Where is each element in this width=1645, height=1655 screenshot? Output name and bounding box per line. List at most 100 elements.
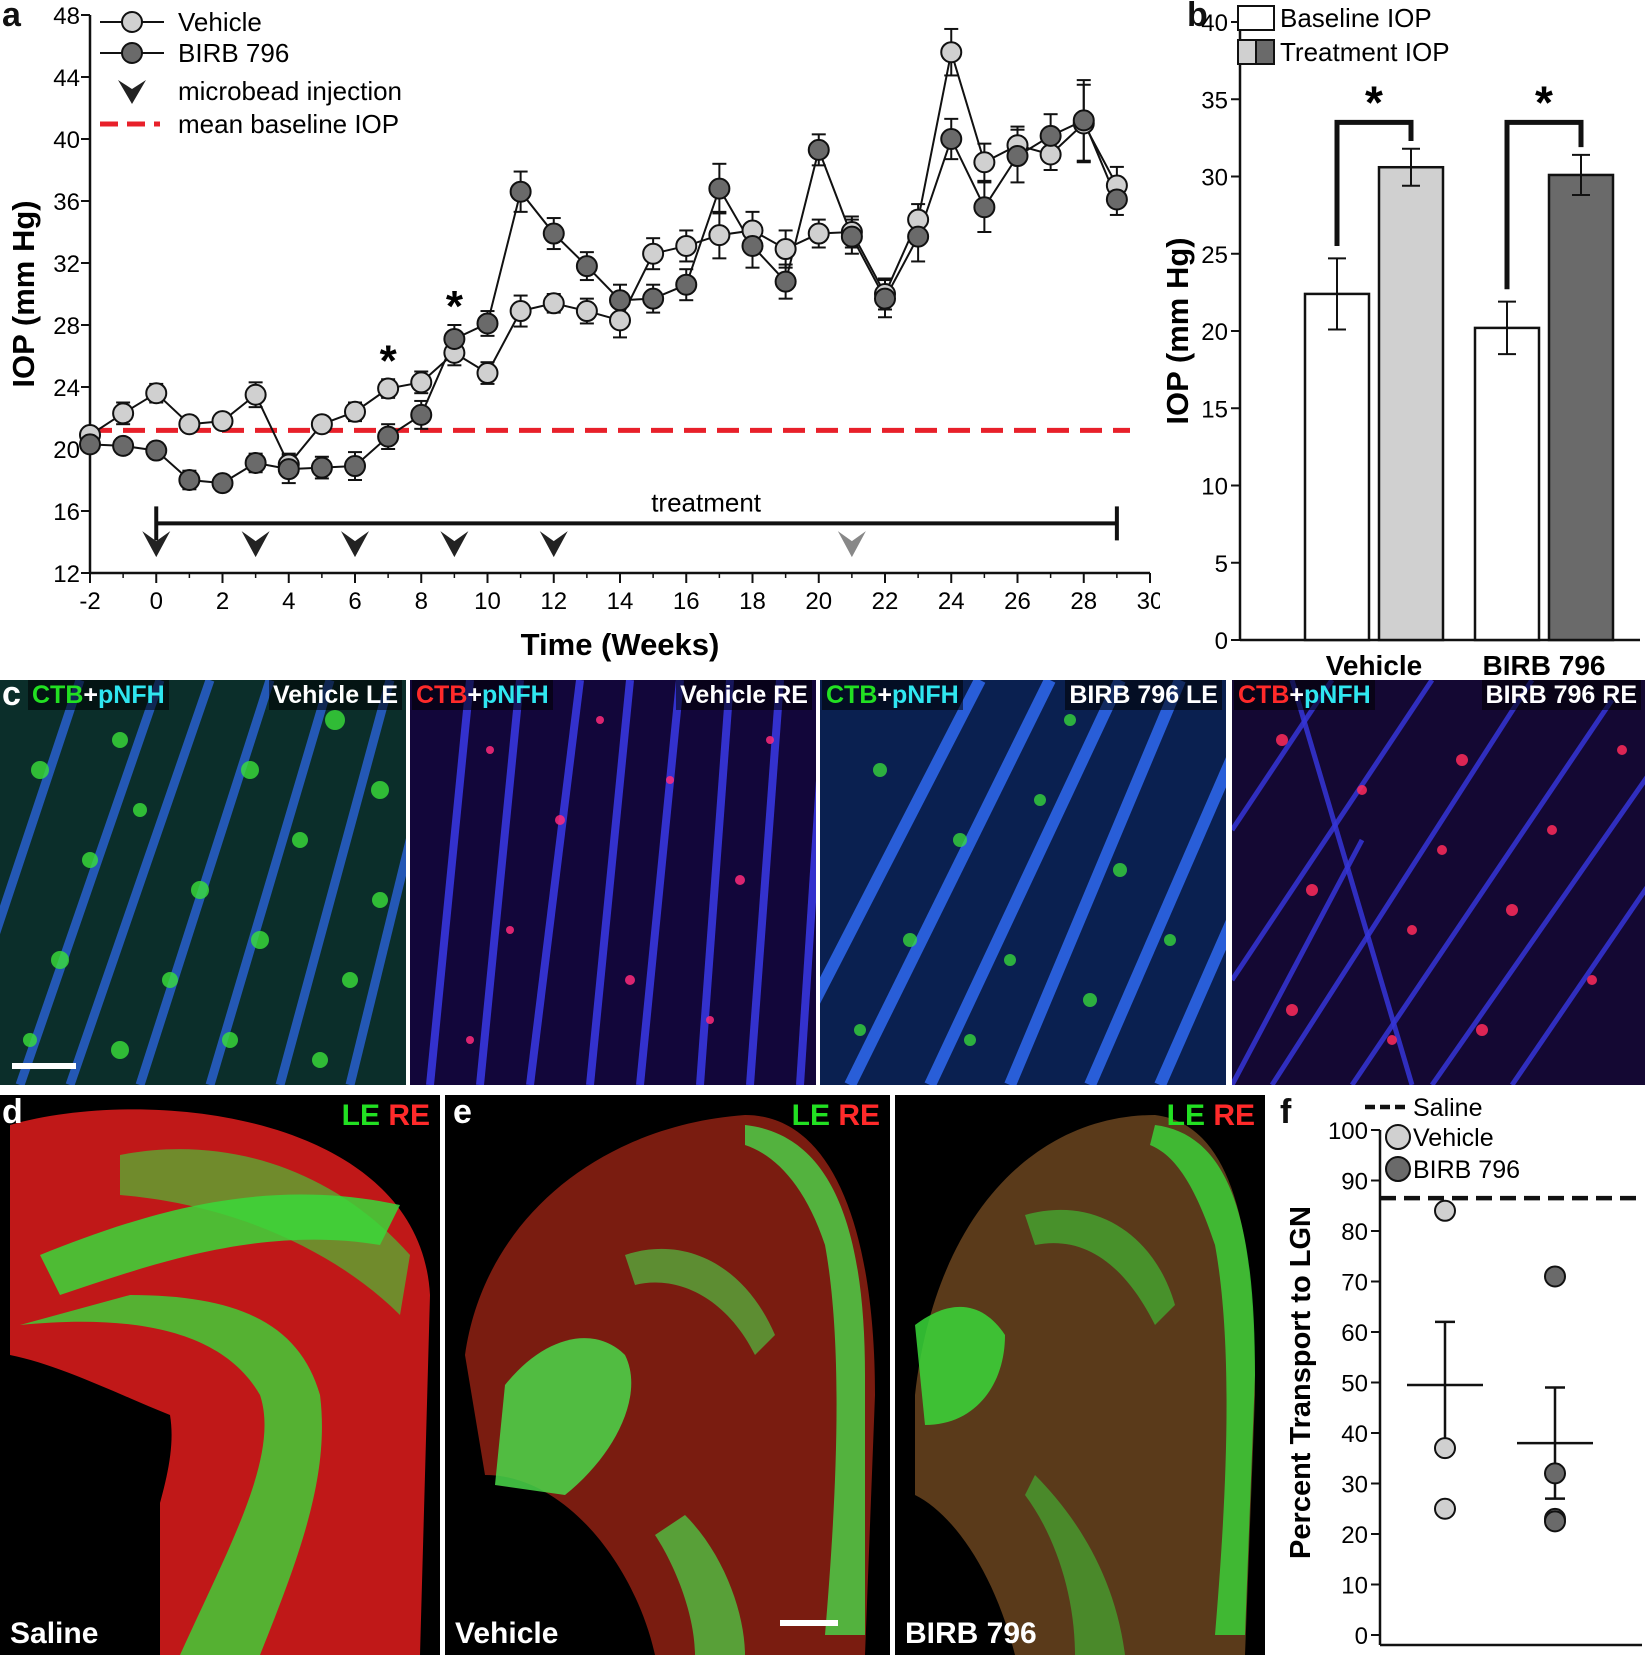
bar-treatment [1377,165,1445,642]
data-point-birb [940,128,963,150]
lgn-image-vehicle: e LE RE Vehicle [445,1095,890,1655]
data-point-vehicle [774,238,797,261]
data-point-vehicle [609,309,631,332]
x-tick-label: 0 [150,588,163,615]
data-point-birb [509,180,532,203]
x-tick-label: 16 [673,588,700,615]
significance-star: * [380,336,398,385]
panel-letter-d: d [2,1095,23,1131]
legend-treatment-swatch-vehicle [1237,39,1257,65]
data-point-vehicle [244,383,267,406]
lgn-image-saline: d LE RE Saline [0,1095,440,1655]
lgn-name-saline: Saline [10,1617,99,1650]
y-tick-label: 5 [1215,551,1228,578]
legend-baseline-swatch [1237,5,1275,31]
condition-label: Vehicle LE [268,680,402,710]
panel-letter-c: c [2,675,21,713]
injection-arrow [341,531,369,558]
lgn-name-birb: BIRB 796 [905,1617,1037,1650]
data-point-birb [344,455,366,478]
re-label: RE [388,1099,430,1132]
y-axis-title: IOP (mm Hg) [6,200,41,387]
panel-letter-f: f [1280,1093,1292,1131]
data-point-birb [443,327,466,350]
y-tick-label: 90 [1341,1169,1368,1196]
retina-micrograph [0,680,406,1085]
injection-arrow-gray [837,531,866,558]
data-point-birb [807,138,830,161]
data-point-birb [1544,1510,1566,1533]
panel-letter-a: a [2,0,21,34]
panel-letter-b: b [1187,0,1208,34]
y-tick-label: 0 [1215,628,1228,655]
x-tick-label: 10 [474,588,501,615]
y-axis-title: Percent Transport to LGN [1285,1206,1317,1559]
data-point-birb [840,225,863,248]
pnfh-label: pNFH [892,681,959,709]
y-tick-label: 40 [53,127,80,154]
re-label: RE [1213,1099,1255,1132]
y-tick-label: 36 [53,189,80,216]
y-tick-label: 60 [1341,1320,1368,1347]
data-point-birb [410,403,433,426]
x-axis-title: Time (Weeks) [521,627,720,662]
eye-key: LE RE [1167,1099,1255,1133]
lgn-image-birb: LE RE BIRB 796 [895,1095,1265,1655]
x-tick-label: 20 [805,588,832,615]
y-tick-label: 30 [1341,1472,1368,1499]
legend-baseline: mean baseline IOP [178,109,399,139]
data-point-birb [1544,1265,1566,1288]
significance-star: * [446,282,464,331]
data-point-vehicle [807,222,830,245]
y-tick-label: 44 [53,65,80,92]
data-point-vehicle [310,413,333,436]
data-point-vehicle [211,410,234,433]
x-tick-label: 4 [282,588,295,615]
y-tick-label: 40 [1341,1421,1368,1448]
legend-saline: Saline [1413,1094,1483,1122]
pnfh-label: pNFH [98,681,165,709]
y-tick-label: 15 [1201,396,1228,423]
data-point-birb [277,458,300,481]
injection-arrow [440,531,469,558]
legend-treatment-swatch-birb [1255,39,1275,65]
stain-label: CTB+pNFH [822,680,963,710]
y-tick-label: 10 [1201,474,1228,501]
data-point-vehicle [542,292,565,315]
y-tick-label: 28 [53,313,80,340]
y-tick-label: 20 [1201,319,1228,346]
lgn-transport-chart: 0 10 20 30 40 50 60 70 80 90 100 Percent Transport … [1285,1094,1642,1650]
x-tick-label: 26 [1004,588,1031,615]
lgn-section [915,1115,1255,1655]
x-tick-label: 12 [540,588,567,615]
injection-arrow [539,531,568,558]
significance-bracket [1334,119,1414,247]
data-point-birb [575,255,598,278]
data-point-vehicle [575,300,598,323]
data-point-birb [476,312,499,335]
data-point-vehicle [973,151,996,174]
le-label: LE [341,1099,380,1132]
data-point-birb [1072,109,1095,132]
condition-label: Vehicle RE [676,680,812,710]
plus-sign: + [83,681,98,709]
data-point-vehicle [344,400,366,423]
data-point-birb [1039,124,1062,147]
y-tick-label: 80 [1341,1219,1368,1246]
y-tick-label: 0 [1355,1623,1368,1650]
retina-image-vehicle-le: CTB+pNFH Vehicle LE [0,680,406,1085]
ctb-label: CTB [1238,681,1290,709]
y-tick-label: 35 [1201,87,1228,114]
data-point-vehicle [1434,1199,1456,1222]
significance-star: * [1535,76,1553,128]
data-point-vehicle [178,413,201,436]
data-point-birb [774,270,797,293]
injection-arrow [142,531,171,558]
x-tick-label: 8 [415,588,428,615]
category-label: BIRB 796 [1483,650,1606,680]
y-tick-label: 30 [1201,165,1228,192]
data-point-birb [675,273,698,296]
plus-sign: + [1289,681,1304,709]
data-point-vehicle [708,224,731,247]
data-point-birb [211,472,234,495]
